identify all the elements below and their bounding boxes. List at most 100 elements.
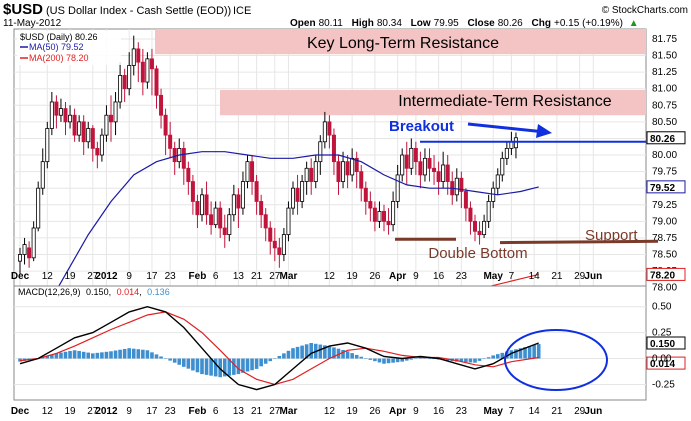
badge-ma50-box: [646, 180, 686, 194]
macd-hist-bar: [154, 354, 159, 359]
x-tick-label: 12: [42, 271, 54, 282]
price-tick-label: 80.75: [652, 100, 677, 111]
candle-body: [259, 201, 264, 216]
candle-body: [86, 128, 91, 143]
candle-body: [231, 194, 236, 216]
candle-body: [81, 121, 86, 143]
x-tick-label: 21: [551, 406, 563, 417]
candle-body: [54, 101, 59, 116]
candle-body: [477, 230, 482, 236]
x-tick-label: 29: [574, 406, 586, 417]
candle-body: [113, 101, 118, 123]
macd-tick-label: 0.00: [652, 354, 672, 365]
price-panel: [13, 28, 647, 292]
x-tick-label: 7: [509, 271, 515, 282]
macd-hist-bar: [527, 346, 532, 359]
candle-body: [350, 157, 355, 176]
ma50-line: [19, 151, 539, 342]
candle-body: [395, 174, 400, 202]
macd-hist-bar: [536, 344, 541, 359]
candle-body: [309, 167, 314, 182]
macd-hist-bar: [213, 358, 218, 377]
x-tick-label: 12: [324, 271, 336, 282]
x-tick-label: 2012: [95, 406, 118, 417]
x-tick-label: 6: [213, 406, 219, 417]
candle-body: [359, 171, 364, 189]
macd-histogram: [18, 343, 541, 378]
macd-hist-bar: [109, 351, 113, 359]
x-tick-label: 26: [369, 406, 381, 417]
macd-hist-bar: [409, 358, 414, 360]
macd-hist-bar: [263, 358, 268, 364]
chart-exchange: ICE: [233, 5, 251, 17]
macd-hist-bar: [200, 358, 204, 375]
macd-hist-bar: [141, 349, 145, 359]
x-tick-label: 17: [146, 406, 158, 417]
candle-body: [240, 181, 245, 209]
macd-hist-bar: [486, 357, 491, 359]
candle-body: [213, 207, 218, 226]
badge-macd1-box: [646, 336, 686, 350]
macd-hist-bar: [186, 358, 191, 369]
price-tick-label: 80.50: [652, 117, 677, 128]
macd-hist-bar: [341, 349, 345, 359]
macd-hist-bar: [359, 356, 364, 359]
macd-hist-bar: [500, 352, 505, 359]
macd-hist-bar: [172, 358, 177, 363]
candle-body: [454, 177, 459, 196]
price-tick-label: 78.75: [652, 233, 677, 244]
key-resistance-label: Key Long-Term Resistance: [307, 35, 499, 52]
price-tick-label: 79.75: [652, 167, 677, 178]
candle-body: [354, 157, 359, 173]
macd-hist-bar: [514, 349, 518, 359]
candle-body: [145, 58, 150, 83]
macd-hist-bar: [86, 352, 91, 359]
legend-macd: MACD(12,26,9) 0.150, 0.014, 0.136: [18, 287, 170, 297]
candle-body: [413, 147, 418, 163]
x-tick-label: 7: [509, 406, 515, 417]
macd-panel: [13, 285, 647, 401]
macd-hist-bar: [118, 349, 122, 359]
candle-body: [99, 134, 104, 156]
candle-body: [381, 211, 386, 222]
candle-body: [222, 227, 227, 236]
macd-hist-bar: [295, 346, 300, 359]
candle-body: [482, 220, 487, 236]
macd-hist-bar: [414, 358, 418, 360]
macd-hist-bar: [150, 352, 154, 359]
macd-hist-bar: [336, 348, 341, 359]
macd-hist-bar: [182, 358, 186, 367]
legend-price: $USD (Daily) 80.26: [20, 32, 98, 42]
macd-hist-bar: [45, 355, 50, 359]
macd-hist-bar: [136, 349, 141, 359]
macd-hist-bar: [40, 357, 45, 359]
macd-hist-bar: [459, 358, 464, 362]
legend-ma200: MA(200) 78.20: [29, 53, 89, 63]
x-tick-label: 27: [87, 406, 99, 417]
candle-body: [322, 121, 327, 143]
macd-hist-bar: [473, 358, 477, 363]
candle-body: [218, 207, 223, 229]
badge-ma200-box: [646, 267, 686, 281]
candle-body: [40, 161, 45, 189]
chart-date: 11-May-2012: [3, 18, 62, 29]
macd-hist-bar: [332, 347, 336, 359]
candle-body: [127, 65, 132, 90]
macd-hist-bar: [427, 358, 432, 360]
breakout-arrow: [467, 122, 546, 134]
candle-body: [263, 214, 268, 229]
macd-hist-bar: [127, 348, 131, 359]
intermediate-resistance-band: [220, 90, 646, 116]
macd-hist-bar: [495, 354, 500, 359]
candle-body: [318, 141, 323, 163]
macd-hist-bar: [364, 358, 368, 360]
x-tick-label: Mar: [280, 271, 298, 282]
x-tick-label: 14: [529, 406, 541, 417]
badge-macd1: 0.150: [650, 339, 675, 350]
macd-hist-bar: [63, 351, 68, 359]
candle-body: [313, 161, 318, 182]
candle-body: [377, 211, 382, 222]
x-tick-label: 21: [551, 271, 563, 282]
candle-body: [459, 177, 464, 192]
macd-hist-bar: [177, 358, 182, 365]
